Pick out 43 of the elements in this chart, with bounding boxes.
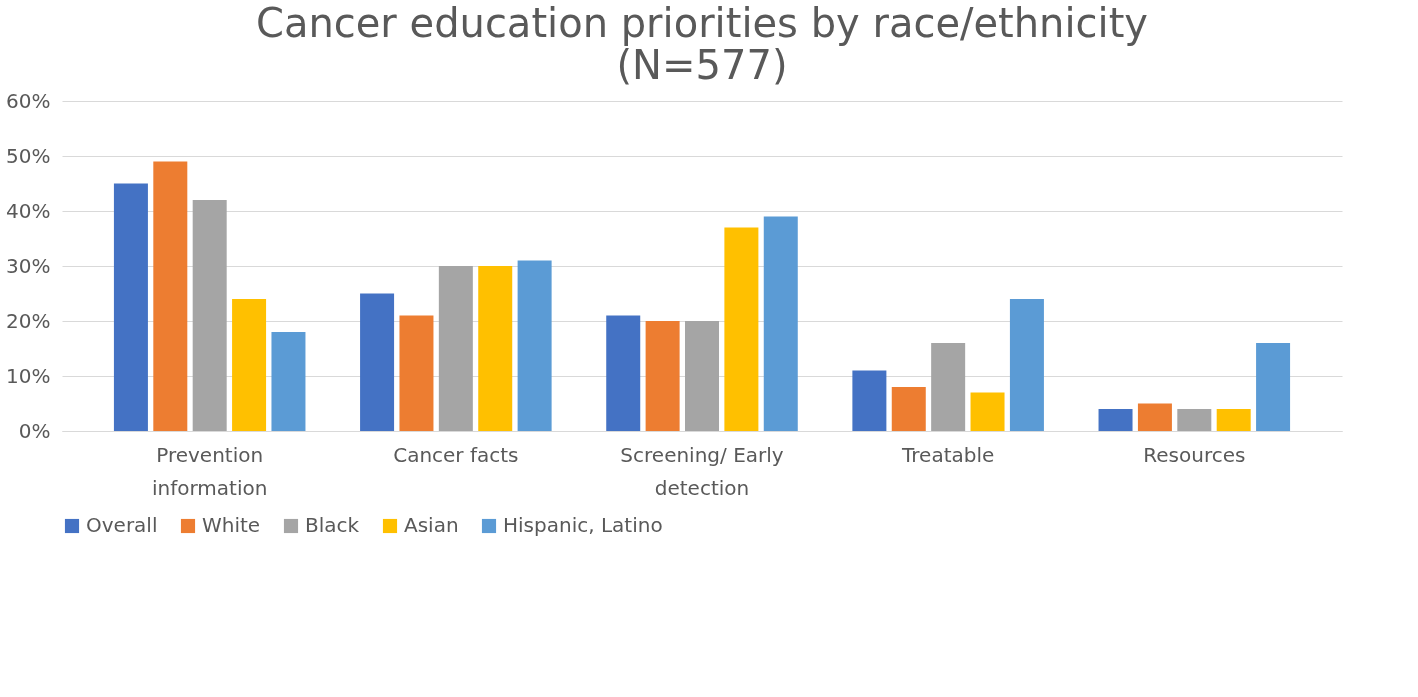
bar [478, 266, 513, 431]
bar [970, 392, 1005, 431]
y-tick-label: 30% [6, 253, 51, 278]
y-tick-label: 20% [6, 308, 51, 333]
bar [931, 343, 966, 431]
legend-label: Black [305, 513, 360, 537]
y-tick-label: 50% [6, 143, 51, 168]
legend-label: Overall [86, 513, 158, 537]
bar [724, 227, 759, 431]
bar [1216, 409, 1251, 431]
legend-label: White [202, 513, 261, 537]
bar [192, 200, 227, 431]
bar [685, 321, 719, 431]
bar [232, 299, 267, 431]
bar [360, 293, 395, 431]
bar [606, 315, 641, 431]
x-tick-label: Prevention information [151, 442, 268, 500]
x-tick-label: Treatable [901, 442, 995, 467]
x-tick-label: Cancer facts [393, 442, 519, 467]
y-tick-label: 60% [6, 88, 51, 113]
y-tick-label: 40% [6, 198, 51, 223]
bar [891, 387, 926, 431]
bar [153, 161, 188, 431]
bar [438, 266, 473, 431]
y-tick-label: 0% [18, 418, 51, 443]
bar [852, 370, 887, 431]
y-tick-label: 10% [6, 363, 51, 388]
bar [113, 183, 148, 431]
x-tick-label: Resources [1143, 442, 1246, 467]
x-tick-label: Screening/ Early detection [620, 442, 784, 500]
bar [1256, 343, 1291, 431]
bar [763, 216, 798, 431]
bar [1177, 409, 1212, 431]
bar [645, 321, 680, 431]
chart-title: Cancer education priorities by race/ethnicity (N=577) [255, 0, 1149, 88]
bar [399, 315, 434, 431]
legend-label: Asian [404, 513, 459, 537]
bar [271, 332, 306, 431]
legend-label: Hispanic, Latino [503, 513, 663, 537]
bar [1098, 409, 1133, 431]
bar [1009, 299, 1044, 431]
bar [1137, 403, 1172, 431]
bar [517, 260, 552, 431]
